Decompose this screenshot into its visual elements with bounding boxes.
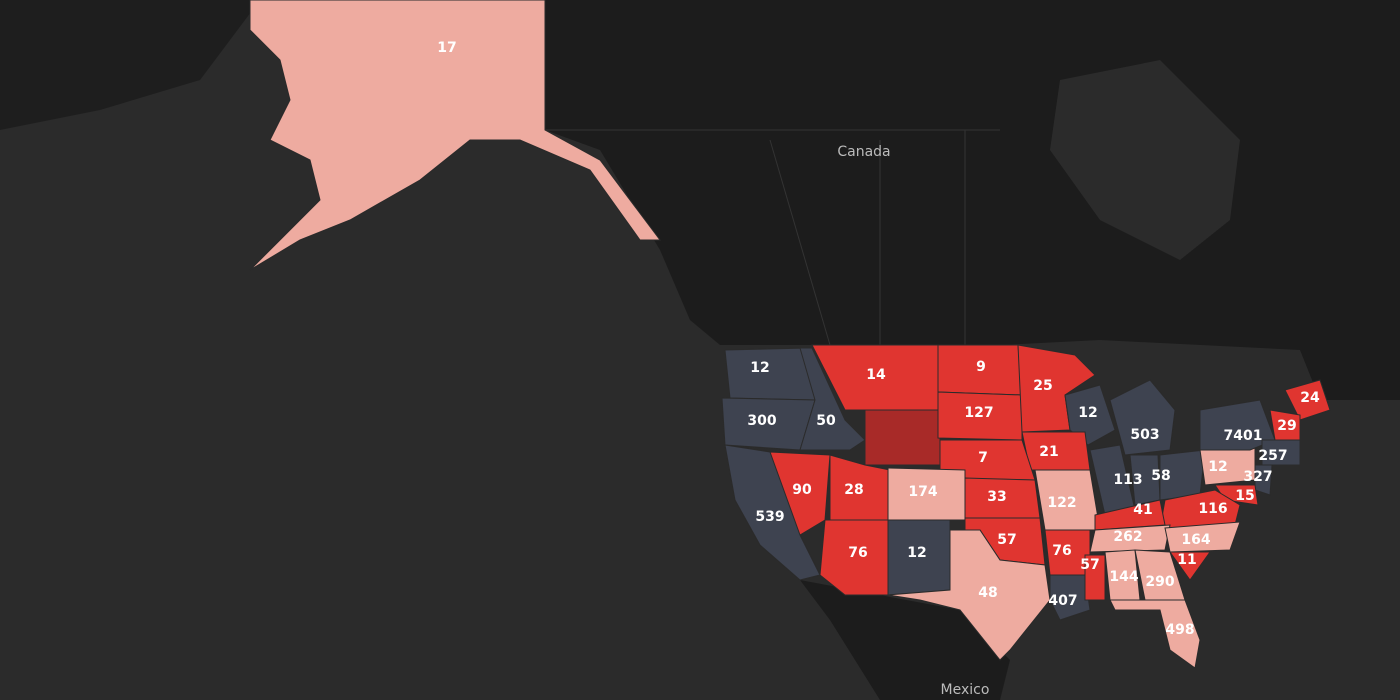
region-value: 113 xyxy=(1113,472,1142,488)
place-label: Mexico xyxy=(941,682,990,698)
region-value: 24 xyxy=(1300,390,1320,406)
region-value: 498 xyxy=(1165,622,1194,638)
region-value: 7 xyxy=(978,450,988,466)
region xyxy=(1064,384,1116,446)
region-value: 58 xyxy=(1151,468,1170,484)
region-value: 539 xyxy=(755,509,784,525)
region xyxy=(1284,379,1331,421)
region-value: 116 xyxy=(1198,501,1227,517)
region-value: 127 xyxy=(964,405,993,421)
region-value: 257 xyxy=(1258,448,1287,464)
region-value: 290 xyxy=(1145,574,1174,590)
region-value: 407 xyxy=(1048,593,1077,609)
region-value: 11 xyxy=(1177,552,1196,568)
region-value: 164 xyxy=(1181,532,1210,548)
region-value: 76 xyxy=(1052,543,1071,559)
region-value: 76 xyxy=(848,545,867,561)
borders xyxy=(545,129,1000,346)
region xyxy=(1109,379,1176,456)
region-value: 300 xyxy=(747,413,776,429)
region xyxy=(819,519,889,596)
region xyxy=(1254,464,1273,496)
region xyxy=(724,444,821,581)
region xyxy=(1049,574,1091,621)
region-value: 262 xyxy=(1113,529,1142,545)
region-value: 144 xyxy=(1109,569,1138,585)
region-value: 48 xyxy=(978,585,997,601)
region-value: 28 xyxy=(844,482,863,498)
region-value: 12 xyxy=(1208,459,1227,475)
region-value: 57 xyxy=(997,532,1016,548)
region xyxy=(1164,521,1241,553)
region-value: 90 xyxy=(792,482,812,498)
region xyxy=(1089,524,1171,553)
region-value: 12 xyxy=(1078,405,1097,421)
land xyxy=(800,580,1010,700)
region-value: 25 xyxy=(1033,378,1052,394)
region-value: 9 xyxy=(976,359,986,375)
region-value: 174 xyxy=(908,484,937,500)
region-value: 57 xyxy=(1080,557,1099,573)
region-value: 503 xyxy=(1130,427,1159,443)
region-value: 33 xyxy=(987,489,1006,505)
region xyxy=(864,409,941,466)
region xyxy=(1109,599,1201,669)
region xyxy=(887,529,1051,661)
region-value: 50 xyxy=(816,413,836,429)
region-value: 122 xyxy=(1047,495,1076,511)
region-value: 17 xyxy=(437,40,456,56)
region xyxy=(724,347,816,401)
region-value: 12 xyxy=(750,360,769,376)
bay xyxy=(1050,60,1240,260)
region xyxy=(1261,439,1301,466)
region-value: 327 xyxy=(1243,469,1272,485)
region xyxy=(799,347,866,451)
region-value: 41 xyxy=(1133,502,1152,518)
region xyxy=(1084,554,1106,601)
region-value: 21 xyxy=(1039,444,1058,460)
region xyxy=(1169,551,1211,581)
land xyxy=(0,0,260,130)
region-value: 29 xyxy=(1277,418,1296,434)
region-value: 14 xyxy=(866,367,886,383)
region-value: 15 xyxy=(1235,488,1254,504)
region-value: 12 xyxy=(907,545,926,561)
region xyxy=(249,0,661,271)
place-label: Canada xyxy=(837,144,890,160)
region-value: 7401 xyxy=(1224,428,1263,444)
